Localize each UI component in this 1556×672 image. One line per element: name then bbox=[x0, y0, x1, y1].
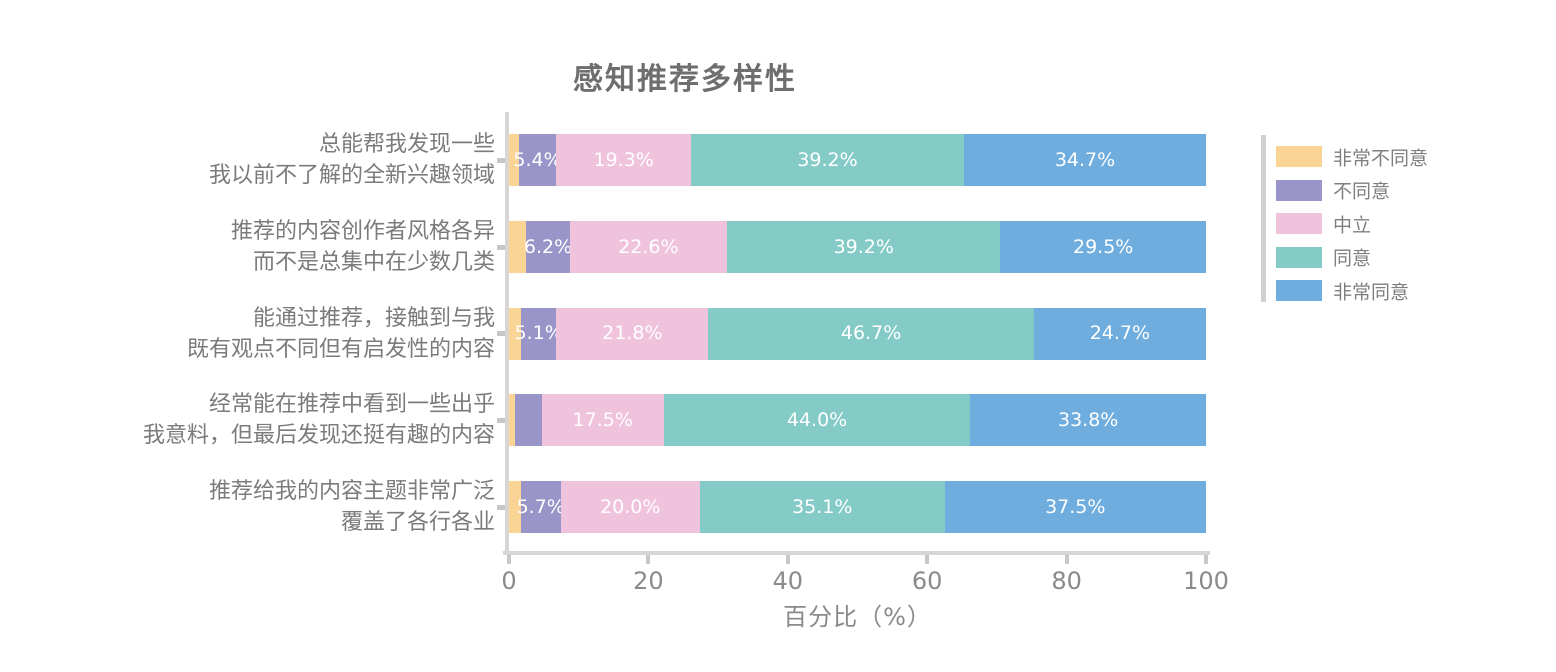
bar-segment bbox=[509, 307, 521, 360]
bar-segment: 29.5% bbox=[1000, 221, 1206, 273]
chart-title: 感知推荐多样性 bbox=[573, 62, 797, 97]
x-tick-label: 60 bbox=[911, 567, 943, 595]
x-tick-mark bbox=[646, 555, 651, 564]
x-tick-label: 80 bbox=[1051, 567, 1082, 595]
segment-value-label: 5.7% bbox=[516, 495, 565, 518]
legend-swatch bbox=[1276, 146, 1322, 167]
y-tick-mark bbox=[497, 504, 505, 510]
x-tick-mark bbox=[785, 555, 790, 564]
category-label: 总能帮我发现一些 我以前不了解的全新兴趣领域 bbox=[208, 131, 495, 188]
x-axis-label: 百分比（%） bbox=[783, 603, 932, 631]
bar-segment bbox=[509, 481, 521, 533]
bar-segment bbox=[509, 221, 527, 273]
bar-row: 5.7% 20.0% 35.1% 37.5% bbox=[509, 481, 1206, 533]
bar-segment: 21.8% bbox=[556, 307, 709, 360]
legend-label: 不同意 bbox=[1333, 180, 1391, 203]
bar-segment: 20.0% bbox=[560, 481, 700, 533]
legend-label: 非常不同意 bbox=[1333, 147, 1429, 169]
x-tick-label: 100 bbox=[1183, 567, 1229, 595]
bar-segment: 5.7% bbox=[517, 481, 565, 533]
segment-value-label: 24.7% bbox=[1089, 322, 1151, 344]
bar-segment: 17.5% bbox=[541, 394, 664, 446]
bar-segment: 5.4% bbox=[513, 134, 562, 186]
y-tick-mark bbox=[497, 417, 505, 423]
segment-value-label: 33.8% bbox=[1058, 408, 1119, 431]
bar-segment bbox=[509, 134, 519, 186]
category-label: 推荐的内容创作者风格各异 而不是总集中在少数几类 bbox=[230, 218, 495, 275]
bar-segment bbox=[515, 394, 542, 446]
x-tick-label: 0 bbox=[501, 567, 517, 595]
category-label: 经常能在推荐中看到一些出乎 我意料，但最后发现还挺有趣的内容 bbox=[142, 391, 495, 448]
bar-segment: 37.5% bbox=[944, 481, 1206, 533]
segment-value-label: 22.6% bbox=[618, 235, 679, 258]
bar-segment: 39.2% bbox=[690, 134, 965, 186]
bar-segment: 5.1% bbox=[514, 307, 563, 360]
x-axis-line bbox=[503, 551, 1210, 555]
legend-swatch bbox=[1276, 280, 1322, 301]
x-tick-mark bbox=[1064, 555, 1069, 564]
x-tick-mark bbox=[925, 555, 930, 564]
legend-swatch bbox=[1276, 179, 1322, 201]
x-tick-mark bbox=[507, 555, 511, 564]
segment-value-label: 37.5% bbox=[1045, 495, 1106, 518]
legend-label: 同意 bbox=[1333, 247, 1372, 270]
segment-value-label: 21.8% bbox=[602, 322, 663, 344]
y-tick-mark bbox=[497, 331, 505, 336]
segment-value-label: 29.5% bbox=[1072, 235, 1134, 258]
segment-value-label: 17.5% bbox=[572, 408, 633, 431]
bar-segment: 34.7% bbox=[964, 134, 1206, 186]
bar-segment: 33.8% bbox=[970, 394, 1206, 446]
segment-value-label: 6.2% bbox=[523, 235, 573, 258]
x-tick-label: 20 bbox=[633, 567, 664, 595]
bar-segment: 39.2% bbox=[727, 221, 1001, 273]
segment-value-label: 19.3% bbox=[593, 148, 654, 171]
bar-row: 5.1% 21.8% 46.7% 24.7% bbox=[509, 307, 1206, 360]
segment-value-label: 46.7% bbox=[840, 322, 902, 344]
legend-swatch bbox=[1276, 246, 1322, 268]
category-label: 推荐给我的内容主题非常广泛 覆盖了各行各业 bbox=[208, 478, 495, 535]
segment-value-label: 39.2% bbox=[833, 235, 894, 258]
bar-row: 6.2% 22.6% 39.2% 29.5% bbox=[509, 221, 1206, 273]
bar-segment: 24.7% bbox=[1033, 307, 1206, 360]
bar-segment: 44.0% bbox=[663, 394, 971, 446]
y-axis-line bbox=[505, 112, 509, 555]
bar-segment: 6.2% bbox=[523, 221, 573, 273]
bar-segment: 22.6% bbox=[569, 221, 728, 273]
y-tick-mark bbox=[497, 244, 505, 250]
bar-segment: 35.1% bbox=[699, 481, 945, 533]
bar-row: 17.5% 44.0% 33.8% bbox=[509, 394, 1206, 446]
bar-segment: 46.7% bbox=[708, 307, 1034, 360]
segment-value-label: 5.4% bbox=[513, 148, 562, 171]
bar-segment bbox=[509, 394, 516, 446]
legend-label: 非常同意 bbox=[1333, 281, 1410, 303]
bar-row: 5.4% 19.3% 39.2% 34.7% bbox=[509, 134, 1206, 186]
legend-label: 中立 bbox=[1333, 214, 1372, 236]
segment-value-label: 35.1% bbox=[792, 495, 853, 518]
category-label: 能通过推荐，接触到与我 既有观点不同但有启发性的内容 bbox=[186, 305, 495, 362]
x-tick-label: 40 bbox=[772, 567, 804, 595]
legend-swatch bbox=[1276, 213, 1322, 234]
segment-value-label: 39.2% bbox=[797, 148, 858, 171]
y-tick-mark bbox=[497, 157, 505, 163]
segment-value-label: 34.7% bbox=[1054, 148, 1116, 171]
segment-value-label: 44.0% bbox=[786, 408, 848, 431]
segment-value-label: 20.0% bbox=[600, 495, 661, 518]
legend-edge-bar bbox=[1261, 135, 1266, 302]
bar-segment: 19.3% bbox=[556, 134, 691, 186]
x-tick-mark bbox=[1204, 555, 1208, 564]
segment-value-label: 5.1% bbox=[514, 322, 563, 344]
